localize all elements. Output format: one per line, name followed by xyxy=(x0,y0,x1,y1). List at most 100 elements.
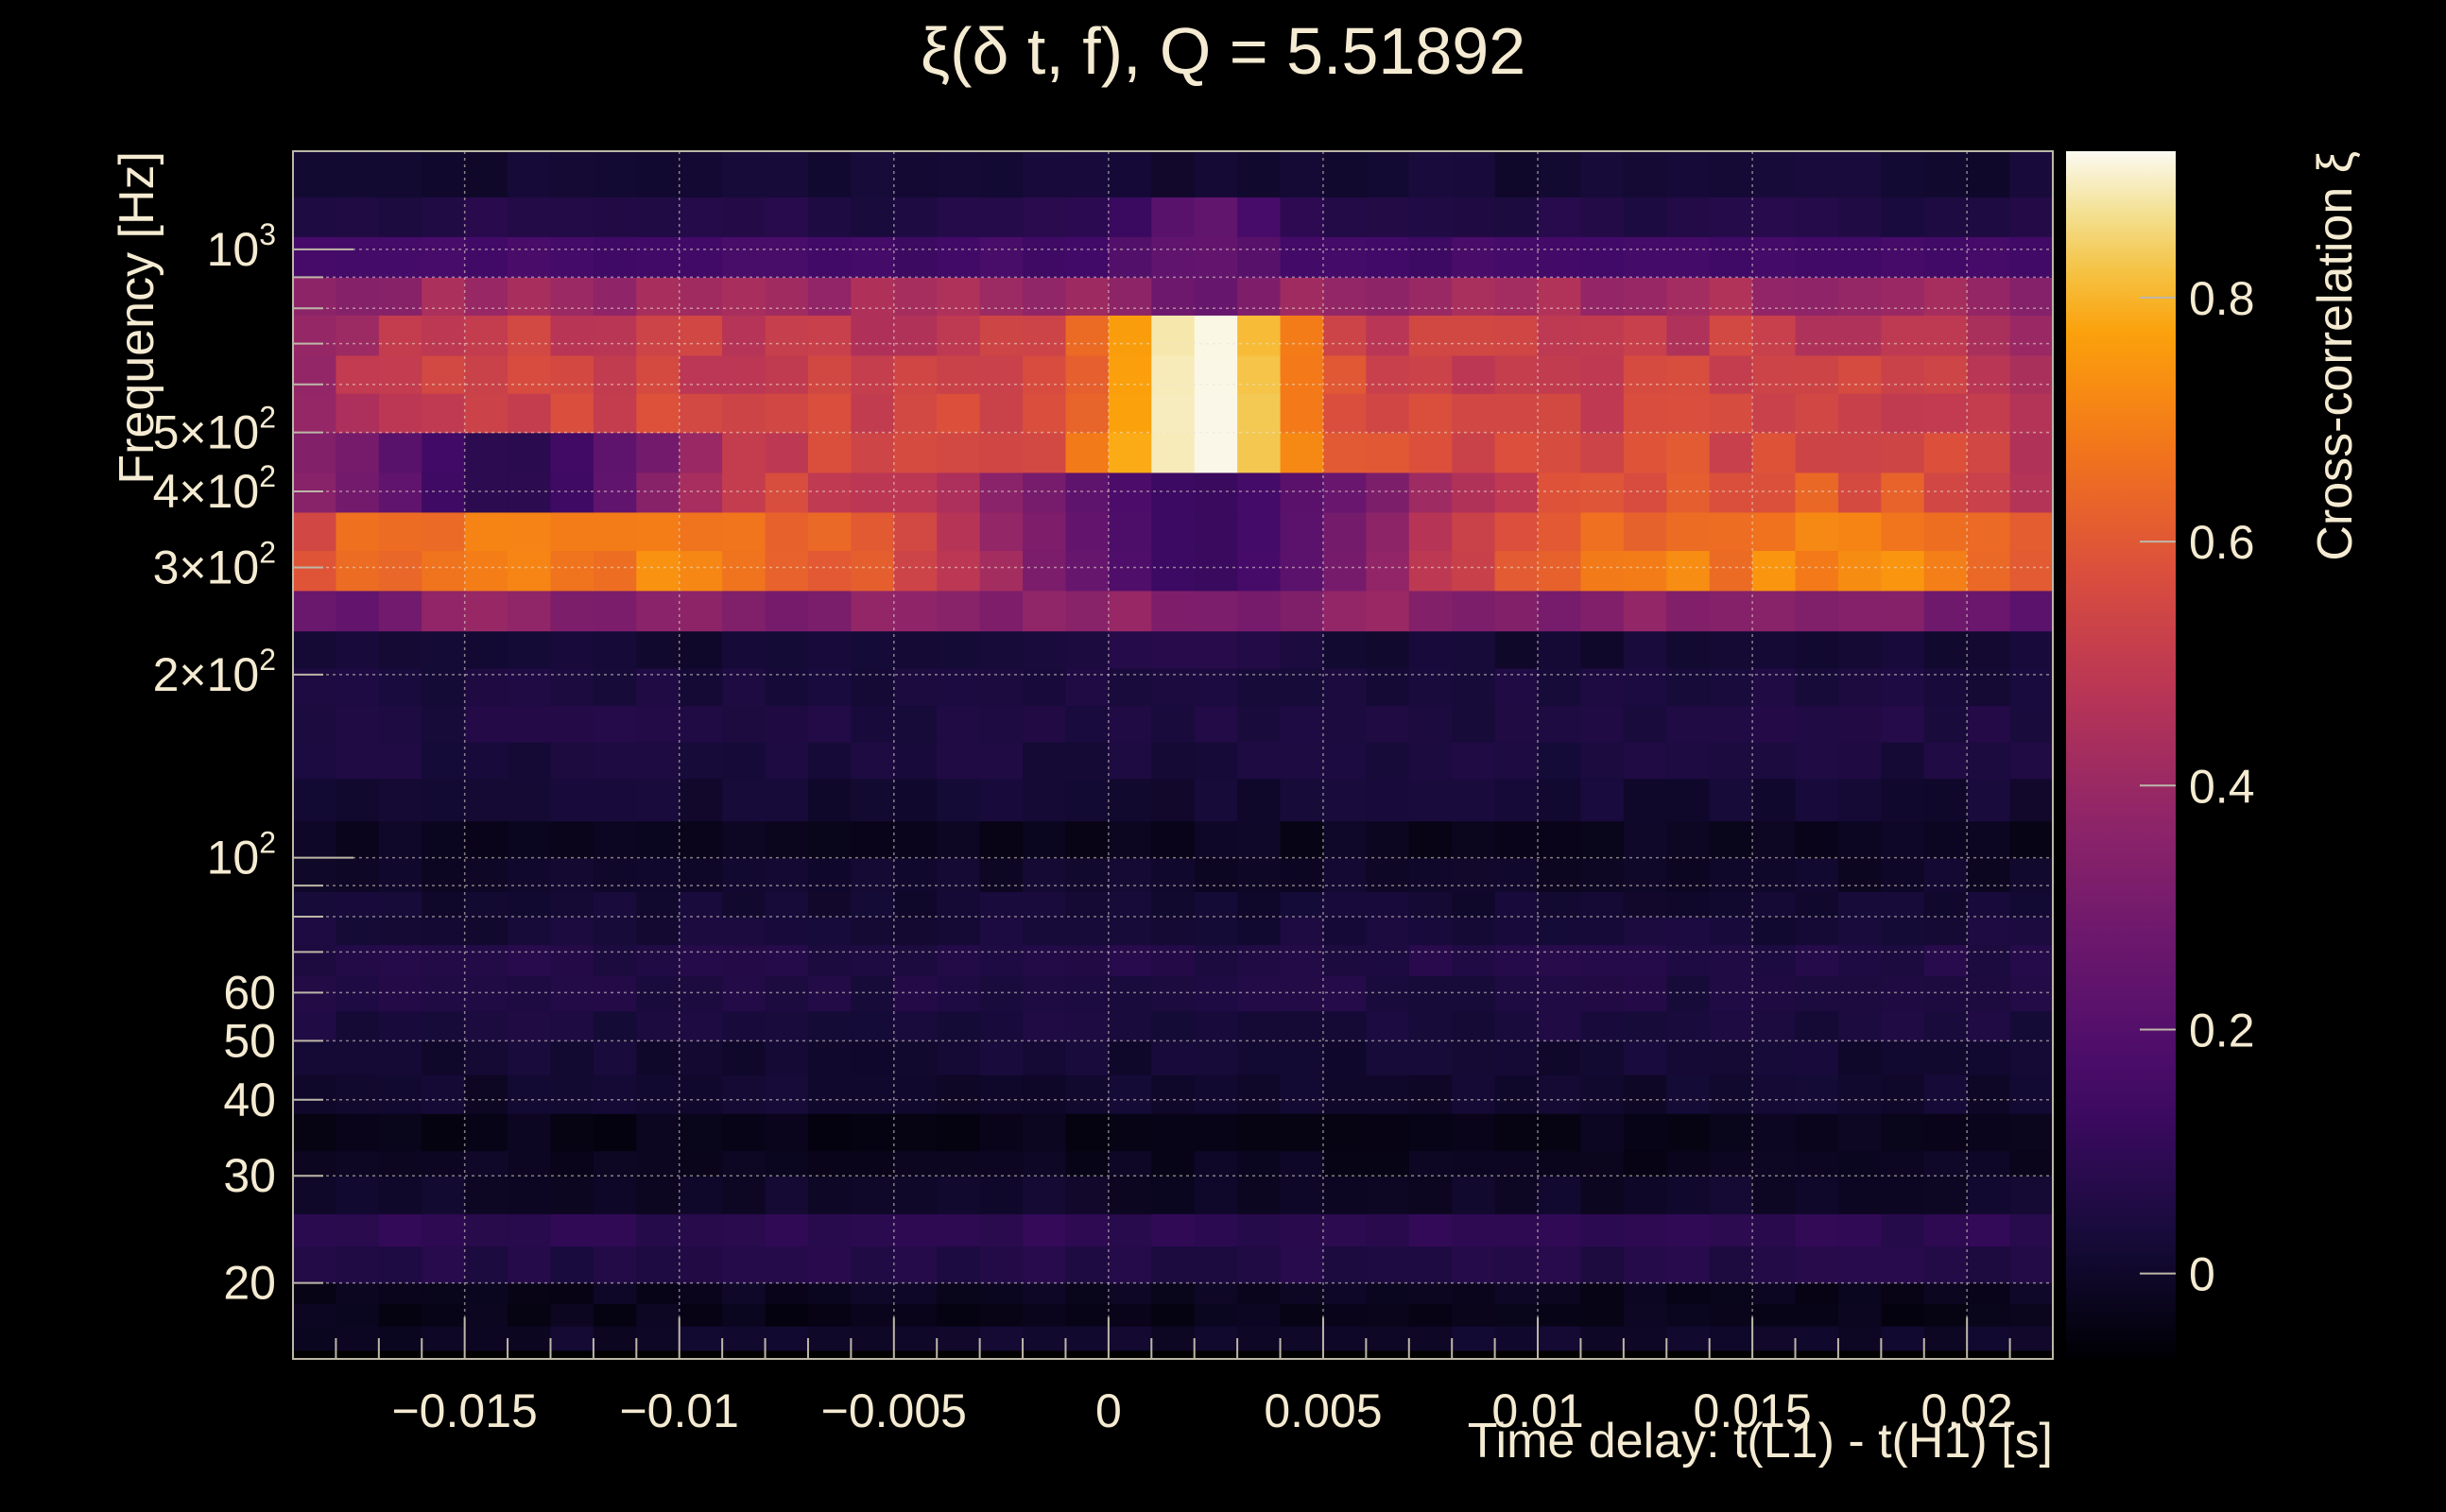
heatmap-cell xyxy=(979,315,1024,356)
heatmap-cell xyxy=(1452,511,1496,552)
heatmap-cell xyxy=(1538,1303,1582,1327)
heatmap-cell xyxy=(2009,975,2053,1012)
heatmap-cell xyxy=(1194,432,1238,473)
heatmap-cell xyxy=(1322,590,1367,632)
heatmap-cell xyxy=(1881,550,1925,592)
heatmap-cell xyxy=(1795,393,1839,434)
heatmap-cell xyxy=(2009,630,2053,669)
heatmap-cell xyxy=(1023,667,1067,707)
heatmap-cell xyxy=(1065,857,1110,892)
heatmap-cell xyxy=(1280,1176,1324,1214)
plot-frame xyxy=(292,150,2054,1360)
heatmap-cell xyxy=(722,1303,767,1327)
heatmap-cell xyxy=(464,1176,508,1214)
heatmap-cell xyxy=(593,511,637,552)
heatmap-cell xyxy=(1795,197,1839,237)
heatmap-cell xyxy=(1623,1010,1667,1041)
heatmap-cell xyxy=(1752,1303,1797,1327)
heatmap-cell xyxy=(1709,667,1753,707)
heatmap-cell xyxy=(1408,277,1453,316)
heatmap-cell xyxy=(1795,236,1839,278)
heatmap-cell xyxy=(1580,1176,1625,1214)
heatmap-cell xyxy=(1065,511,1110,552)
heatmap-cell xyxy=(807,1213,852,1247)
heatmap-cell xyxy=(1322,1246,1367,1284)
heatmap-cell xyxy=(2009,891,2053,918)
heatmap-cell xyxy=(893,1010,938,1041)
heatmap-cell xyxy=(508,432,552,473)
heatmap-cell xyxy=(1237,315,1282,356)
heatmap-cell xyxy=(1538,151,1582,198)
heatmap-cell xyxy=(1108,820,1152,859)
heatmap-cell xyxy=(1151,857,1196,892)
x-tick-label: 0.02 xyxy=(1921,1384,2013,1437)
heatmap-cell xyxy=(1322,151,1367,198)
heatmap-cell xyxy=(2009,236,2053,278)
heatmap-cell xyxy=(464,432,508,473)
heatmap-cell xyxy=(1408,1303,1453,1327)
heatmap-cell xyxy=(1452,975,1496,1012)
heatmap-cell xyxy=(807,151,852,198)
heatmap-cell xyxy=(1065,1246,1110,1284)
heatmap-cell xyxy=(422,891,466,918)
heatmap-cell xyxy=(2009,1150,2053,1177)
heatmap-cell xyxy=(1108,1246,1152,1284)
heatmap-cell xyxy=(1580,315,1625,356)
heatmap-cell xyxy=(336,236,380,278)
heatmap-cell xyxy=(1967,1303,2011,1327)
heatmap-cell xyxy=(1494,511,1539,552)
heatmap-cell xyxy=(1452,630,1496,669)
heatmap-cell xyxy=(1881,1282,1925,1304)
heatmap-cell xyxy=(378,667,422,707)
colorbar-tick-label: 0 xyxy=(2189,1248,2215,1301)
heatmap-cell xyxy=(1709,1176,1753,1214)
heatmap-cell xyxy=(893,1303,938,1327)
heatmap-cell xyxy=(1752,1150,1797,1177)
heatmap-cell xyxy=(765,820,809,859)
heatmap-cell xyxy=(722,1074,767,1114)
heatmap-cell xyxy=(765,1326,809,1351)
heatmap-cell xyxy=(1923,917,1968,946)
heatmap-cell xyxy=(851,857,895,892)
heatmap-cell xyxy=(336,1246,380,1284)
heatmap-cell xyxy=(722,151,767,198)
heatmap-cell xyxy=(1151,975,1196,1012)
heatmap-cell xyxy=(1151,1113,1196,1152)
heatmap-cell xyxy=(1795,432,1839,473)
heatmap-cell xyxy=(1967,1113,2011,1152)
heatmap-cell xyxy=(679,315,723,356)
heatmap-cell xyxy=(1194,277,1238,316)
heatmap-cell xyxy=(1322,917,1367,946)
heatmap-cell xyxy=(1108,742,1152,780)
heatmap-cell xyxy=(293,590,337,632)
heatmap-cell xyxy=(1237,944,1282,976)
heatmap-cell xyxy=(1280,778,1324,822)
heatmap-cell xyxy=(1108,1074,1152,1114)
heatmap-cell xyxy=(1623,1113,1667,1152)
heatmap-cell xyxy=(1452,1282,1496,1304)
heatmap-cell xyxy=(293,315,337,356)
heatmap-cell xyxy=(807,944,852,976)
heatmap-cell xyxy=(1923,630,1968,669)
heatmap-cell xyxy=(1280,354,1324,394)
heatmap-cell xyxy=(765,705,809,743)
heatmap-cell xyxy=(722,742,767,780)
heatmap-cell xyxy=(593,1303,637,1327)
heatmap-cell xyxy=(679,857,723,892)
heatmap-cell xyxy=(1967,742,2011,780)
heatmap-cell xyxy=(293,511,337,552)
heatmap-cell xyxy=(378,975,422,1012)
heatmap-cell xyxy=(1881,472,1925,513)
heatmap-cell xyxy=(336,742,380,780)
heatmap-cell xyxy=(508,1246,552,1284)
heatmap-cell xyxy=(765,944,809,976)
heatmap-cell xyxy=(636,975,680,1012)
heatmap-cell xyxy=(550,820,594,859)
heatmap-cell xyxy=(679,1150,723,1177)
heatmap-cell xyxy=(679,197,723,237)
heatmap-cell xyxy=(1194,630,1238,669)
heatmap-cell xyxy=(1538,778,1582,822)
heatmap-cell xyxy=(1194,1303,1238,1327)
heatmap-cell xyxy=(937,550,981,592)
heatmap-cell xyxy=(1837,1246,1882,1284)
